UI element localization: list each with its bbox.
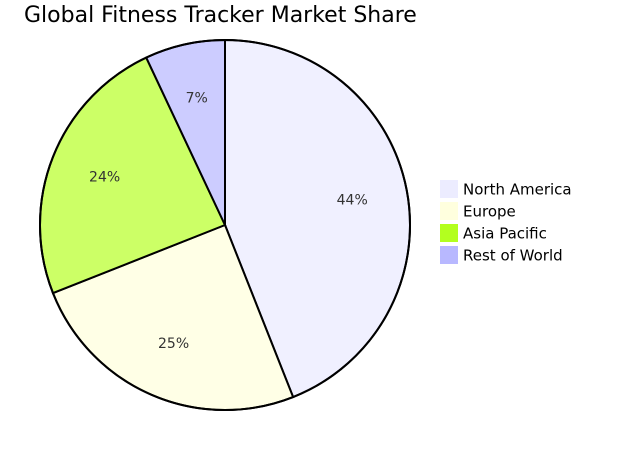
legend-label-europe: Europe xyxy=(463,203,516,221)
legend-swatch-europe xyxy=(440,202,458,220)
chart-legend: North America Europe Asia Pacific Rest of W… xyxy=(440,180,572,265)
pie-slice-labels: 44% 25% 24% 7% xyxy=(89,91,368,352)
chart-title: Global Fitness Tracker Market Share xyxy=(24,3,417,28)
slice-label-rest-of-world: 7% xyxy=(186,91,208,107)
legend-swatch-rest-of-world xyxy=(440,246,458,264)
legend-label-rest-of-world: Rest of World xyxy=(463,247,563,265)
pie-slices xyxy=(39,38,411,411)
legend-swatch-asia-pacific xyxy=(440,224,458,242)
slice-label-europe: 25% xyxy=(158,336,189,352)
slice-label-asia-pacific: 24% xyxy=(89,169,120,185)
legend-label-north-america: North America xyxy=(463,181,572,199)
legend-label-asia-pacific: Asia Pacific xyxy=(463,225,547,243)
slice-label-north-america: 44% xyxy=(337,193,368,209)
legend-swatch-north-america xyxy=(440,180,458,198)
pie-outline xyxy=(39,39,411,411)
